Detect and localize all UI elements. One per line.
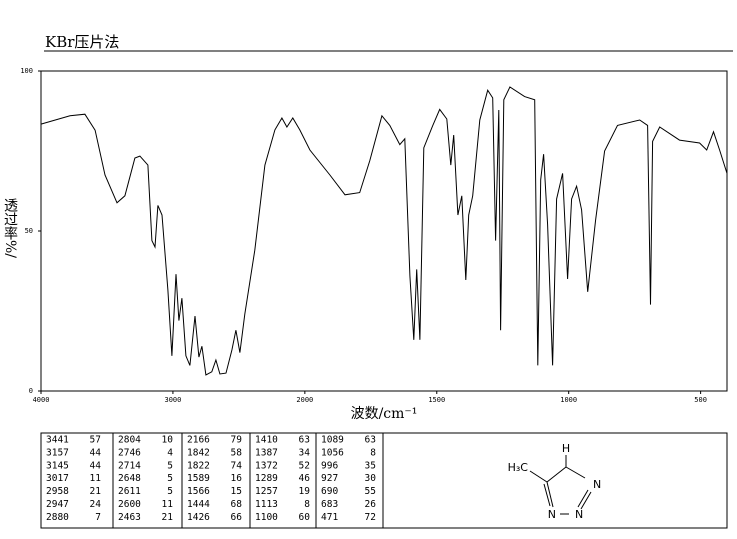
peak-wavenumber: 1410 (255, 435, 278, 446)
peak-wavenumber: 3017 (46, 473, 69, 484)
peak-transmittance: 35 (365, 460, 376, 471)
peak-wavenumber: 2166 (187, 435, 210, 446)
peak-wavenumber: 1056 (321, 447, 344, 458)
atom-label: N (575, 508, 583, 521)
atom-label: H (562, 442, 570, 455)
peak-wavenumber: 1387 (255, 447, 278, 458)
peak-wavenumber: 690 (321, 486, 338, 497)
peak-transmittance: 8 (370, 447, 376, 458)
peak-transmittance: 21 (90, 486, 102, 497)
peak-transmittance: 44 (90, 447, 102, 458)
chart-title: KBr压片法 (45, 33, 119, 51)
peak-transmittance: 24 (90, 499, 102, 510)
peak-transmittance: 72 (365, 512, 376, 523)
peak-wavenumber: 2648 (118, 473, 141, 484)
peak-transmittance: 44 (90, 460, 102, 471)
y-axis-label: 透过率%/ (2, 198, 18, 259)
peak-wavenumber: 3157 (46, 447, 69, 458)
peak-wavenumber: 683 (321, 499, 338, 510)
peak-wavenumber: 2714 (118, 460, 141, 471)
peak-transmittance: 58 (231, 447, 243, 458)
peak-wavenumber: 1257 (255, 486, 278, 497)
peak-transmittance: 10 (162, 435, 174, 446)
structure (529, 455, 592, 515)
peak-wavenumber: 2947 (46, 499, 69, 510)
peak-transmittance: 74 (231, 460, 243, 471)
bond (543, 483, 551, 507)
peak-wavenumber: 1842 (187, 447, 210, 458)
y-tick-label: 100 (20, 67, 33, 75)
peak-wavenumber: 2746 (118, 447, 141, 458)
peak-transmittance: 34 (299, 447, 311, 458)
bond (546, 481, 554, 508)
peak-transmittance: 5 (167, 460, 173, 471)
peak-transmittance: 5 (167, 486, 173, 497)
bond (546, 466, 567, 483)
peak-wavenumber: 1289 (255, 473, 278, 484)
x-tick-label: 500 (694, 396, 707, 404)
y-tick-label: 0 (29, 387, 33, 395)
peak-transmittance: 26 (365, 499, 377, 510)
x-tick-label: 1000 (560, 396, 577, 404)
peak-wavenumber: 1372 (255, 460, 278, 471)
peak-transmittance: 63 (299, 435, 310, 446)
x-tick-label: 1500 (428, 396, 445, 404)
table-frame (40, 432, 728, 529)
peak-transmittance: 63 (365, 435, 376, 446)
peak-transmittance: 11 (162, 499, 174, 510)
bond (577, 489, 589, 508)
peak-wavenumber: 2804 (118, 435, 141, 446)
peak-wavenumber: 1113 (255, 499, 278, 510)
peak-wavenumber: 1589 (187, 473, 210, 484)
peak-transmittance: 52 (299, 460, 310, 471)
x-tick-label: 4000 (33, 396, 50, 404)
peak-wavenumber: 1089 (321, 435, 344, 446)
peak-transmittance: 30 (365, 473, 377, 484)
x-tick-label: 3000 (164, 396, 181, 404)
peak-transmittance: 57 (90, 435, 101, 446)
peak-transmittance: 68 (231, 499, 243, 510)
x-tick-label: 2000 (296, 396, 313, 404)
peak-wavenumber: 927 (321, 473, 338, 484)
peak-wavenumber: 3145 (46, 460, 69, 471)
peak-transmittance: 55 (365, 486, 376, 497)
peak-transmittance: 60 (299, 512, 311, 523)
peak-transmittance: 5 (167, 473, 173, 484)
bond (580, 491, 592, 510)
peak-transmittance: 8 (304, 499, 310, 510)
y-tick-label: 50 (25, 227, 33, 235)
peak-wavenumber: 2611 (118, 486, 141, 497)
peak-wavenumber: 1444 (187, 499, 210, 510)
peak-transmittance: 19 (299, 486, 311, 497)
peak-transmittance: 4 (167, 447, 173, 458)
atom-label: N (548, 508, 556, 521)
peak-wavenumber: 2958 (46, 486, 69, 497)
peak-wavenumber: 1426 (187, 512, 210, 523)
peak-transmittance: 7 (95, 512, 101, 523)
peak-transmittance: 16 (231, 473, 243, 484)
peak-wavenumber: 996 (321, 460, 338, 471)
bond (529, 470, 548, 483)
bond (565, 466, 586, 479)
peak-wavenumber: 1822 (187, 460, 210, 471)
peak-wavenumber: 1566 (187, 486, 210, 497)
peak-wavenumber: 2463 (118, 512, 141, 523)
peak-wavenumber: 1100 (255, 512, 278, 523)
spectrum-line (40, 86, 728, 376)
x-axis-label: 波数/cm⁻¹ (351, 406, 418, 422)
peak-transmittance: 21 (162, 512, 174, 523)
peak-wavenumber: 2600 (118, 499, 141, 510)
peak-wavenumber: 3441 (46, 435, 69, 446)
peak-transmittance: 11 (90, 473, 102, 484)
atom-label: H₃C (508, 461, 529, 474)
peak-wavenumber: 471 (321, 512, 338, 523)
peak-transmittance: 46 (299, 473, 311, 484)
peak-transmittance: 15 (231, 486, 242, 497)
atom-label: N (593, 478, 601, 491)
peak-transmittance: 66 (231, 512, 243, 523)
peak-transmittance: 79 (231, 435, 243, 446)
peak-wavenumber: 2880 (46, 512, 69, 523)
